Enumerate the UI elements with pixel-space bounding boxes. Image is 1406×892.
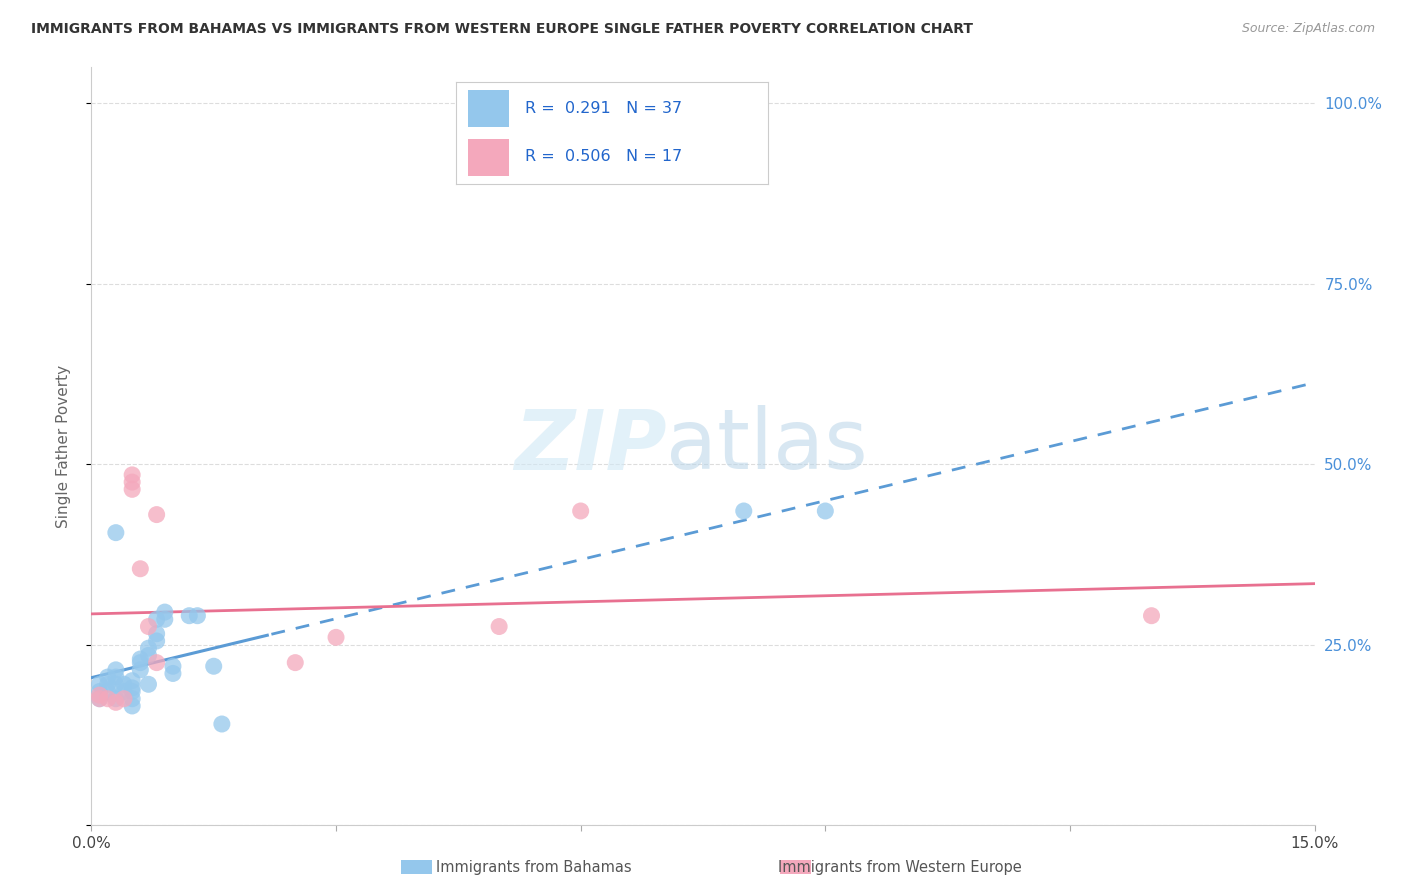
Point (138, 619, 160, 633)
Point (129, 652, 152, 666)
Point (97, 684, 120, 698)
Point (153, 605, 176, 619)
Point (138, 648, 160, 663)
Point (121, 673, 143, 688)
Point (97, 670, 120, 684)
Point (121, 475, 143, 489)
Point (211, 717, 233, 731)
Point (284, 656, 307, 670)
Point (97, 677, 120, 691)
Point (186, 608, 208, 623)
Point (112, 677, 135, 691)
Point (89, 688, 111, 702)
Point (97, 691, 120, 706)
Point (162, 659, 184, 673)
Point (121, 483, 143, 497)
Point (138, 677, 160, 691)
Point (488, 619, 510, 633)
Text: atlas: atlas (666, 406, 868, 486)
Point (145, 612, 167, 626)
Point (129, 562, 152, 576)
Point (569, 504, 592, 518)
Point (104, 677, 127, 691)
Point (733, 504, 755, 518)
Point (145, 626, 167, 640)
Point (121, 691, 143, 706)
Point (121, 467, 143, 482)
Point (145, 634, 167, 648)
Point (129, 663, 152, 677)
Y-axis label: Single Father Poverty: Single Father Poverty (56, 365, 70, 527)
Point (145, 656, 167, 670)
Point (138, 641, 160, 656)
Point (104, 691, 127, 706)
Text: Immigrants from Bahamas: Immigrants from Bahamas (436, 860, 633, 874)
Point (104, 670, 127, 684)
Point (179, 608, 201, 623)
Point (202, 659, 225, 673)
Point (325, 631, 347, 645)
Text: Immigrants from Western Europe: Immigrants from Western Europe (778, 860, 1022, 874)
Point (121, 698, 143, 713)
Point (89, 677, 111, 691)
Text: Source: ZipAtlas.com: Source: ZipAtlas.com (1241, 22, 1375, 36)
Point (104, 695, 127, 709)
Point (121, 681, 143, 695)
Point (129, 656, 152, 670)
Point (112, 691, 135, 706)
Point (104, 663, 127, 677)
Point (112, 684, 135, 698)
Point (162, 666, 184, 681)
Point (89, 684, 111, 698)
Point (89, 691, 111, 706)
Text: IMMIGRANTS FROM BAHAMAS VS IMMIGRANTS FROM WESTERN EUROPE SINGLE FATHER POVERTY : IMMIGRANTS FROM BAHAMAS VS IMMIGRANTS FR… (31, 22, 973, 37)
Point (121, 684, 143, 698)
Point (89, 691, 111, 706)
Point (153, 612, 176, 626)
Point (814, 504, 837, 518)
Point (145, 508, 167, 522)
Point (1140, 608, 1163, 623)
Point (104, 525, 127, 540)
Text: ZIP: ZIP (513, 406, 666, 486)
